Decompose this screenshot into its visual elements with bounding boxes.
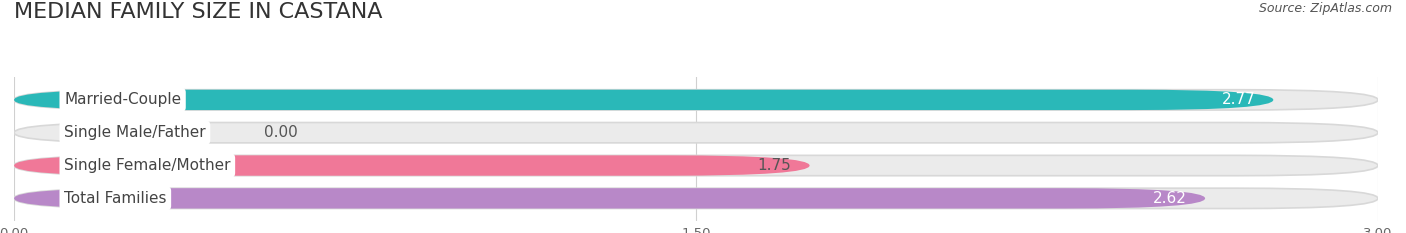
FancyBboxPatch shape [14, 90, 1378, 110]
Text: 0.00: 0.00 [264, 125, 298, 140]
Text: Total Families: Total Families [65, 191, 166, 206]
Text: Married-Couple: Married-Couple [65, 92, 181, 107]
Text: Source: ZipAtlas.com: Source: ZipAtlas.com [1258, 2, 1392, 15]
Text: MEDIAN FAMILY SIZE IN CASTANA: MEDIAN FAMILY SIZE IN CASTANA [14, 2, 382, 22]
Text: Single Male/Father: Single Male/Father [65, 125, 205, 140]
FancyBboxPatch shape [14, 155, 1378, 176]
Text: 2.62: 2.62 [1153, 191, 1187, 206]
FancyBboxPatch shape [14, 188, 1378, 209]
Text: 1.75: 1.75 [758, 158, 792, 173]
Text: 2.77: 2.77 [1222, 92, 1256, 107]
FancyBboxPatch shape [14, 123, 1378, 143]
FancyBboxPatch shape [14, 90, 1274, 110]
FancyBboxPatch shape [14, 155, 810, 176]
Text: Single Female/Mother: Single Female/Mother [65, 158, 231, 173]
FancyBboxPatch shape [14, 188, 1205, 209]
